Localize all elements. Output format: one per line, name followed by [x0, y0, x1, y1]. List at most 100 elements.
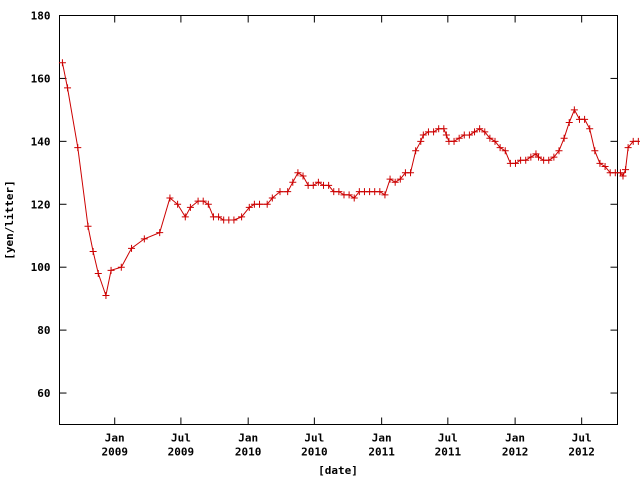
x-tick-label-year: 2011 — [435, 446, 462, 459]
data-point-marker — [634, 137, 640, 145]
data-point-marker — [294, 169, 302, 177]
data-point-marker — [586, 125, 594, 133]
data-point-marker — [309, 181, 317, 189]
data-point-marker — [596, 159, 604, 167]
x-axis-ticks: Jan2009Jul2009Jan2010Jul2010Jan2011Jul20… — [101, 15, 595, 459]
data-point-marker — [140, 235, 148, 243]
data-point-marker — [471, 128, 479, 136]
data-point-marker — [245, 203, 253, 211]
data-point-marker — [511, 159, 519, 167]
data-point-marker — [545, 156, 553, 164]
x-tick-label-year: 2011 — [368, 446, 395, 459]
data-point-marker — [622, 166, 630, 174]
data-point-marker — [407, 169, 415, 177]
data-point-marker — [181, 213, 189, 221]
data-point-marker — [345, 191, 353, 199]
y-tick-label: 120 — [31, 198, 51, 211]
data-point-marker — [276, 188, 284, 196]
data-point-marker — [117, 263, 125, 271]
data-point-marker — [522, 156, 530, 164]
data-point-marker — [263, 200, 271, 208]
data-point-marker — [376, 188, 384, 196]
data-point-marker — [442, 131, 450, 139]
data-point-marker — [476, 125, 484, 133]
data-point-marker — [465, 131, 473, 139]
x-tick-label-year: 2012 — [502, 446, 529, 459]
data-point-marker — [64, 84, 72, 92]
data-point-marker — [350, 194, 358, 202]
data-point-marker — [430, 128, 438, 136]
data-point-marker — [555, 147, 563, 155]
x-tick-label-month: Jan — [372, 432, 392, 445]
data-point-marker — [419, 131, 427, 139]
data-point-marker — [314, 178, 322, 186]
x-tick-label-year: 2010 — [301, 446, 328, 459]
data-point-marker — [565, 118, 573, 126]
x-axis-label: [date] — [318, 464, 358, 477]
data-point-marker — [186, 203, 194, 211]
data-point-marker — [94, 269, 102, 277]
data-point-marker — [601, 163, 609, 171]
plot-frame — [59, 15, 618, 425]
data-point-marker — [335, 188, 343, 196]
data-point-marker — [381, 191, 389, 199]
data-point-marker — [496, 144, 504, 152]
data-point-marker — [215, 213, 223, 221]
data-point-marker — [455, 134, 463, 142]
x-tick-label-month: Jan — [238, 432, 258, 445]
data-point-marker — [74, 144, 82, 152]
data-point-marker — [624, 144, 632, 152]
series-markers — [58, 59, 640, 300]
data-point-marker — [450, 137, 458, 145]
data-point-marker — [591, 147, 599, 155]
y-tick-label: 140 — [31, 135, 51, 148]
data-point-marker — [491, 137, 499, 145]
x-tick-label-year: 2009 — [168, 446, 195, 459]
data-point-marker — [481, 128, 489, 136]
data-point-marker — [527, 153, 535, 161]
data-point-marker — [256, 200, 264, 208]
data-point-marker — [204, 200, 212, 208]
data-point-marker — [619, 172, 627, 180]
data-point-marker — [89, 247, 97, 255]
y-tick-label: 180 — [31, 10, 51, 23]
data-point-marker — [417, 137, 425, 145]
y-tick-label: 60 — [37, 387, 50, 400]
data-point-marker — [486, 134, 494, 142]
data-point-marker — [391, 178, 399, 186]
y-axis-label: [yen/litter] — [3, 180, 16, 259]
x-tick-label-month: Jul — [171, 432, 191, 445]
data-point-marker — [102, 292, 110, 300]
data-point-marker — [128, 244, 136, 252]
x-tick-label-year: 2009 — [101, 446, 128, 459]
data-point-marker — [268, 194, 276, 202]
data-point-marker — [570, 106, 578, 114]
data-point-marker — [581, 115, 589, 123]
data-point-marker — [386, 175, 394, 183]
data-point-marker — [156, 229, 164, 237]
data-point-marker — [412, 147, 420, 155]
x-tick-label-month: Jan — [505, 432, 525, 445]
data-point-marker — [284, 188, 292, 196]
y-axis-ticks: 60 80 100 120 140 160 180 — [31, 10, 618, 400]
data-point-marker — [174, 200, 182, 208]
data-point-marker — [560, 134, 568, 142]
x-tick-label-year: 2010 — [235, 446, 262, 459]
data-point-marker — [440, 125, 448, 133]
data-point-marker — [550, 153, 558, 161]
x-tick-label-year: 2012 — [568, 446, 595, 459]
data-point-marker — [84, 222, 92, 230]
x-tick-label-month: Jan — [105, 432, 125, 445]
x-tick-label-month: Jul — [304, 432, 324, 445]
data-point-marker — [501, 147, 509, 155]
data-point-marker — [166, 194, 174, 202]
y-tick-label: 100 — [31, 261, 51, 274]
data-point-marker — [299, 172, 307, 180]
x-tick-label-month: Jul — [438, 432, 458, 445]
y-tick-label: 80 — [37, 324, 50, 337]
data-point-marker — [238, 213, 246, 221]
x-tick-label-month: Jul — [572, 432, 592, 445]
data-point-marker — [230, 216, 238, 224]
data-point-marker — [199, 197, 207, 205]
